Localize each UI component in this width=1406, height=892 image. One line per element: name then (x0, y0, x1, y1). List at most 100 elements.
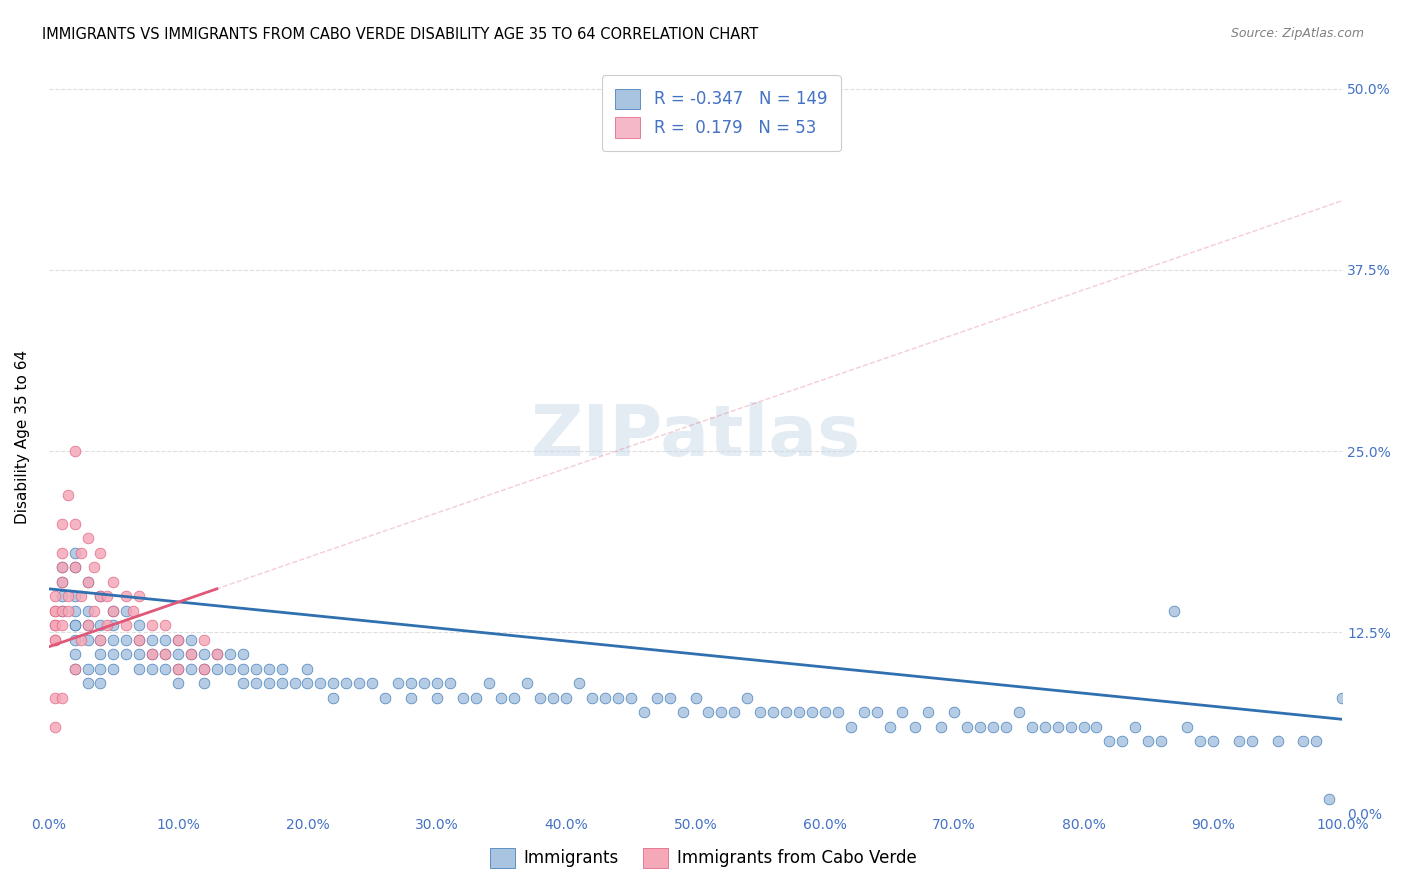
Point (103, 574, 125, 589)
Point (270, 661, 292, 675)
Point (426, 690, 449, 705)
Point (439, 676, 461, 690)
Point (1111, 734, 1133, 748)
Point (76, 618, 98, 632)
Point (193, 661, 215, 675)
Point (1123, 720, 1146, 734)
Point (1137, 734, 1160, 748)
Point (685, 690, 707, 705)
Point (581, 690, 603, 705)
Point (516, 676, 538, 690)
Point (153, 618, 176, 632)
Y-axis label: Disability Age 35 to 64: Disability Age 35 to 64 (15, 350, 30, 524)
Point (297, 661, 319, 675)
Point (852, 705, 875, 719)
Point (153, 647, 176, 661)
Point (1085, 720, 1108, 734)
Point (658, 690, 681, 705)
Point (63, 632, 86, 647)
Point (929, 720, 952, 734)
Text: Source: ZipAtlas.com: Source: ZipAtlas.com (1230, 27, 1364, 40)
Point (1098, 734, 1121, 748)
Point (943, 705, 966, 719)
Point (994, 720, 1017, 734)
Point (322, 690, 344, 705)
Point (103, 603, 125, 617)
Point (103, 632, 125, 647)
Point (51, 603, 73, 617)
Point (51, 560, 73, 574)
Point (361, 676, 384, 690)
Legend: Immigrants, Immigrants from Cabo Verde: Immigrants, Immigrants from Cabo Verde (484, 841, 922, 875)
Point (63, 545, 86, 559)
Point (83, 560, 105, 574)
Point (153, 632, 176, 647)
Point (1305, 734, 1327, 748)
Point (89, 589, 111, 603)
Point (167, 647, 190, 661)
Point (103, 603, 125, 617)
Point (83, 603, 105, 617)
Point (70, 632, 93, 647)
Point (541, 690, 564, 705)
Point (412, 676, 434, 690)
Point (56, 603, 79, 617)
Point (70, 545, 93, 559)
Point (115, 618, 138, 632)
Point (103, 618, 125, 632)
Point (180, 647, 202, 661)
Point (205, 647, 228, 661)
Point (232, 647, 254, 661)
Point (115, 589, 138, 603)
Point (879, 720, 901, 734)
Point (477, 676, 499, 690)
Point (76, 618, 98, 632)
Point (115, 632, 138, 647)
Point (218, 661, 240, 675)
Point (464, 690, 486, 705)
Point (180, 632, 202, 647)
Point (606, 690, 628, 705)
Point (257, 676, 280, 690)
Point (89, 647, 111, 661)
Point (800, 705, 823, 719)
Point (89, 632, 111, 647)
Point (76, 531, 98, 545)
Point (153, 647, 176, 661)
Point (96, 618, 118, 632)
Point (76, 574, 98, 589)
Point (555, 690, 578, 705)
Point (51, 574, 73, 589)
Point (89, 661, 111, 675)
Point (51, 574, 73, 589)
Point (193, 676, 215, 690)
Point (89, 632, 111, 647)
Point (904, 720, 927, 734)
Point (128, 589, 150, 603)
Point (96, 589, 118, 603)
Point (153, 661, 176, 675)
Point (63, 444, 86, 458)
Point (141, 647, 163, 661)
Point (76, 676, 98, 690)
Text: IMMIGRANTS VS IMMIGRANTS FROM CABO VERDE DISABILITY AGE 35 TO 64 CORRELATION CHA: IMMIGRANTS VS IMMIGRANTS FROM CABO VERDE… (42, 27, 758, 42)
Point (89, 545, 111, 559)
Point (63, 560, 86, 574)
Point (141, 632, 163, 647)
Point (322, 676, 344, 690)
Point (193, 632, 215, 647)
Point (762, 705, 785, 719)
Point (70, 589, 93, 603)
Point (63, 589, 86, 603)
Point (51, 589, 73, 603)
Point (232, 661, 254, 675)
Point (297, 676, 319, 690)
Point (749, 705, 772, 719)
Point (1292, 734, 1315, 748)
Point (63, 661, 86, 675)
Point (710, 705, 733, 719)
Point (167, 632, 190, 647)
Point (44, 618, 66, 632)
Point (56, 487, 79, 501)
Point (103, 647, 125, 661)
